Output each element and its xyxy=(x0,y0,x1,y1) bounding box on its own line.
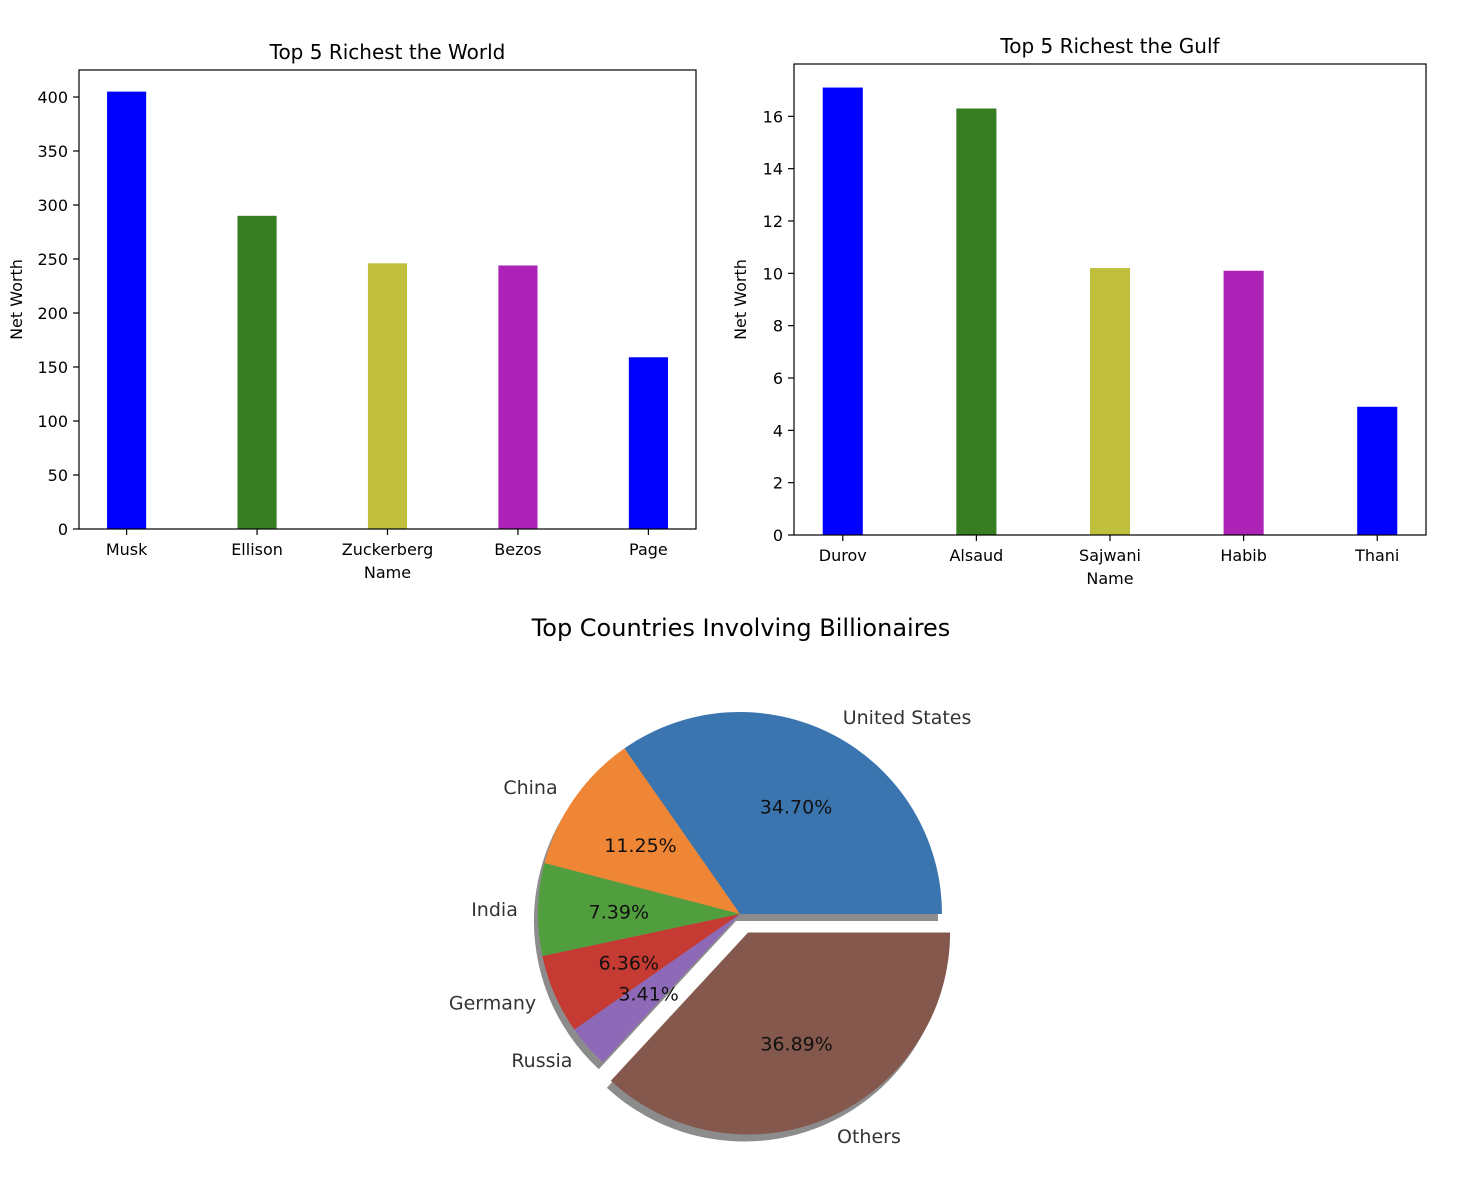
countries-pie-chart: Top Countries Involving Billionaires Unit… xyxy=(449,614,972,1148)
pie-pct-label: 6.36% xyxy=(599,952,659,974)
y-tick-label: 6 xyxy=(773,369,783,388)
y-tick-label: 12 xyxy=(763,212,783,231)
wedge-others xyxy=(610,932,951,1135)
y-tick-label: 14 xyxy=(763,160,783,179)
y-tick-label: 8 xyxy=(773,317,783,336)
bar-durov xyxy=(822,87,863,536)
pie-pct-label: 36.89% xyxy=(760,1034,832,1056)
x-tick-label: Durov xyxy=(819,546,867,565)
bar-musk xyxy=(107,91,147,529)
y-tick-label: 150 xyxy=(37,358,68,377)
pie-title: Top Countries Involving Billionaires xyxy=(531,614,951,642)
y-tick-label: 200 xyxy=(37,304,68,323)
x-tick-label: Alsaud xyxy=(949,546,1003,565)
x-tick-label: Musk xyxy=(106,540,148,559)
pie-label: China xyxy=(503,777,557,799)
wedge-germany xyxy=(542,914,740,1030)
pie-label: United States xyxy=(843,707,972,729)
bar-ellison xyxy=(237,215,277,530)
gulf-bar-chart: Top 5 Richest the Gulf 0 2 4 6 8 10 12 14 16 Durov… xyxy=(731,34,1427,588)
wedge-united-states xyxy=(624,712,942,914)
wedge-russia xyxy=(574,914,740,1063)
pie-label: India xyxy=(471,899,518,921)
y-tick-label: 0 xyxy=(58,520,68,539)
x-tick-label: Page xyxy=(629,540,668,559)
x-tick-label: Habib xyxy=(1220,546,1267,565)
pie-pct-label: 34.70% xyxy=(760,797,832,819)
y-tick-label: 250 xyxy=(37,250,68,269)
bar-habib xyxy=(1223,270,1264,535)
y-tick-label: 4 xyxy=(773,421,783,440)
pie-pct-label: 7.39% xyxy=(589,901,649,923)
y-tick-label: 2 xyxy=(773,474,783,493)
bar-alsaud xyxy=(956,108,997,535)
pie-label: Russia xyxy=(511,1050,572,1072)
bar-bezos xyxy=(498,265,538,529)
chart-title: Top 5 Richest the World xyxy=(269,40,506,64)
chart-title: Top 5 Richest the Gulf xyxy=(999,34,1220,58)
y-tick-label: 300 xyxy=(37,196,68,215)
y-tick-label: 10 xyxy=(763,264,783,283)
y-tick-label: 16 xyxy=(763,107,783,126)
bar-sajwani xyxy=(1089,268,1131,535)
y-tick-label: 100 xyxy=(37,412,68,431)
y-tick-label: 50 xyxy=(48,466,68,485)
y-tick-label: 0 xyxy=(773,526,783,545)
wedge-india xyxy=(538,863,740,957)
x-tick-label: Sajwani xyxy=(1079,546,1141,565)
pie-pct-label: 11.25% xyxy=(604,835,676,857)
bar-thani xyxy=(1357,406,1398,535)
pie-label: Germany xyxy=(449,993,536,1015)
y-axis-label: Net Worth xyxy=(731,259,750,340)
x-tick-label: Ellison xyxy=(231,540,283,559)
x-axis-label: Name xyxy=(1086,569,1133,588)
x-tick-label: Zuckerberg xyxy=(342,540,433,559)
bar-page xyxy=(628,357,668,529)
world-bar-chart: Top 5 Richest the World 0 50 100 150 200 250 30… xyxy=(7,40,697,582)
x-axis-label: Name xyxy=(364,563,411,582)
y-tick-label: 350 xyxy=(37,142,68,161)
x-tick-label: Bezos xyxy=(494,540,541,559)
y-axis-label: Net Worth xyxy=(7,259,26,340)
pie-label: Others xyxy=(837,1126,901,1148)
wedge-china xyxy=(544,748,740,914)
pie-pct-label: 3.41% xyxy=(618,984,678,1006)
x-tick-label: Thani xyxy=(1354,546,1399,565)
y-tick-label: 400 xyxy=(37,88,68,107)
bar-zuckerberg xyxy=(367,263,408,529)
